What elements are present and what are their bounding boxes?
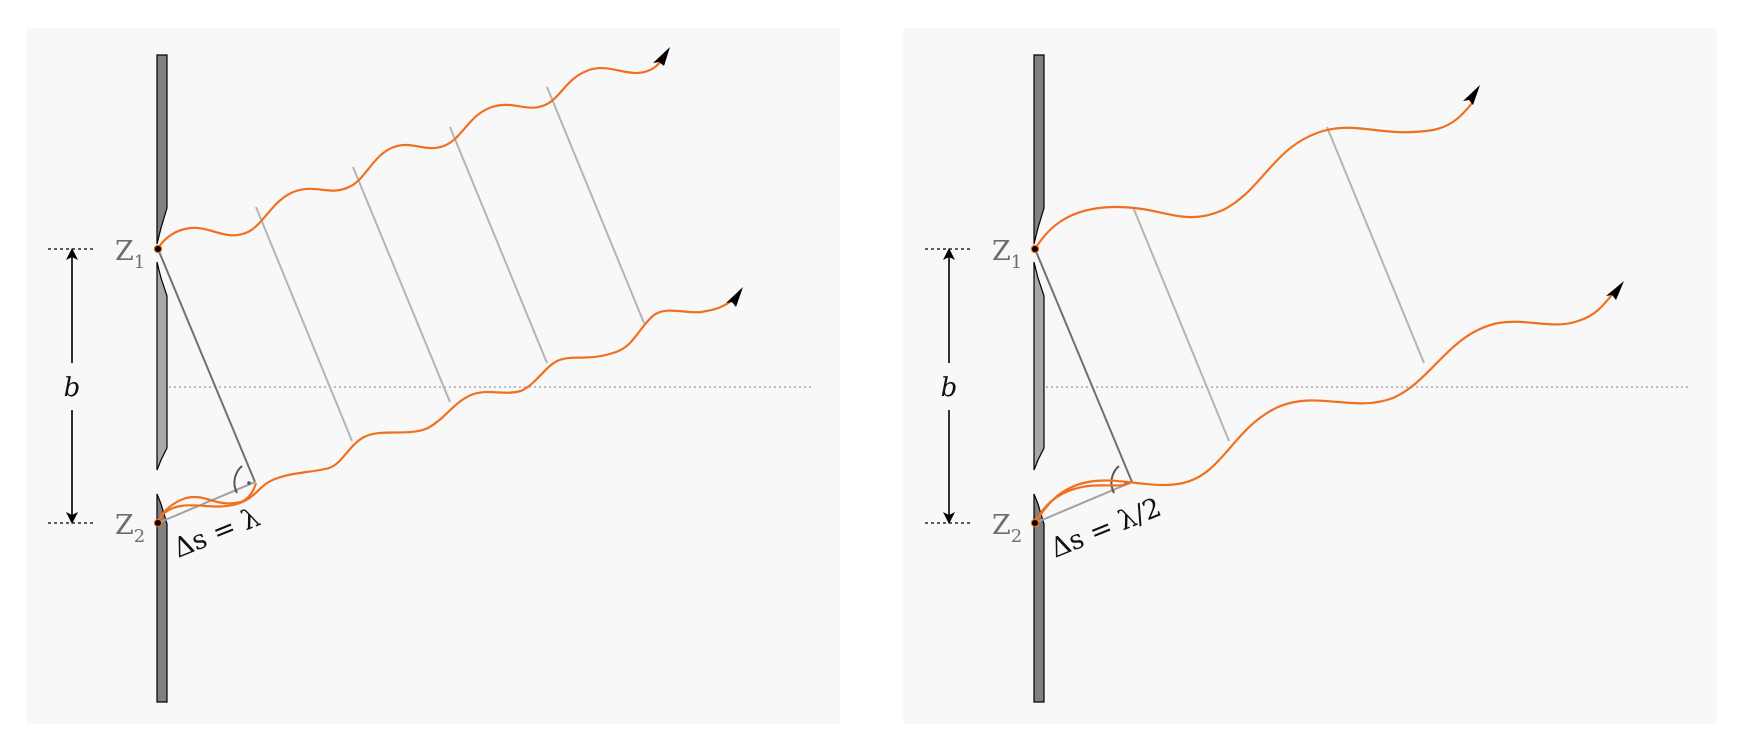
perpendicular-line bbox=[157, 248, 256, 483]
perpendicular-line bbox=[1034, 248, 1133, 483]
distance-label: b bbox=[64, 373, 81, 403]
wave-arrowheads bbox=[1463, 85, 1624, 300]
path-difference-segment bbox=[1034, 481, 1133, 524]
diagram-panel-right: b Z1 Z2 Δs = λ/2 bbox=[903, 28, 1717, 724]
wavefront-lines bbox=[1132, 126, 1425, 442]
barrier bbox=[1033, 54, 1045, 703]
distance-label: b bbox=[941, 373, 958, 403]
right-angle-mark bbox=[1110, 465, 1120, 494]
slit-1-point bbox=[153, 244, 163, 254]
slit-2-point bbox=[1030, 518, 1040, 528]
slit-2-label: Z2 bbox=[115, 510, 145, 547]
slit-distance-dimension bbox=[48, 248, 93, 524]
slit-2-label: Z2 bbox=[992, 510, 1022, 547]
path-difference-segment bbox=[157, 481, 256, 524]
double-slit-diagram-right: b Z1 Z2 Δs = λ/2 bbox=[925, 54, 1689, 703]
slit-1-label: Z1 bbox=[115, 236, 145, 273]
slit-2-point bbox=[153, 518, 163, 528]
wave-arrowheads bbox=[653, 47, 743, 307]
right-angle-mark bbox=[233, 465, 243, 494]
diagram-panel-left: b Z1 Z2 Δs = λ bbox=[26, 28, 840, 724]
slit-1-point bbox=[1030, 244, 1040, 254]
barrier bbox=[156, 54, 168, 703]
wavefront-lines bbox=[255, 86, 645, 442]
waves bbox=[156, 57, 736, 524]
double-slit-diagram-left: b Z1 Z2 Δs = λ bbox=[48, 47, 812, 703]
path-difference-label: Δs = λ/2 bbox=[1046, 492, 1166, 564]
waves bbox=[1034, 102, 1616, 524]
slit-distance-dimension bbox=[925, 248, 970, 524]
slit-1-label: Z1 bbox=[992, 236, 1022, 273]
